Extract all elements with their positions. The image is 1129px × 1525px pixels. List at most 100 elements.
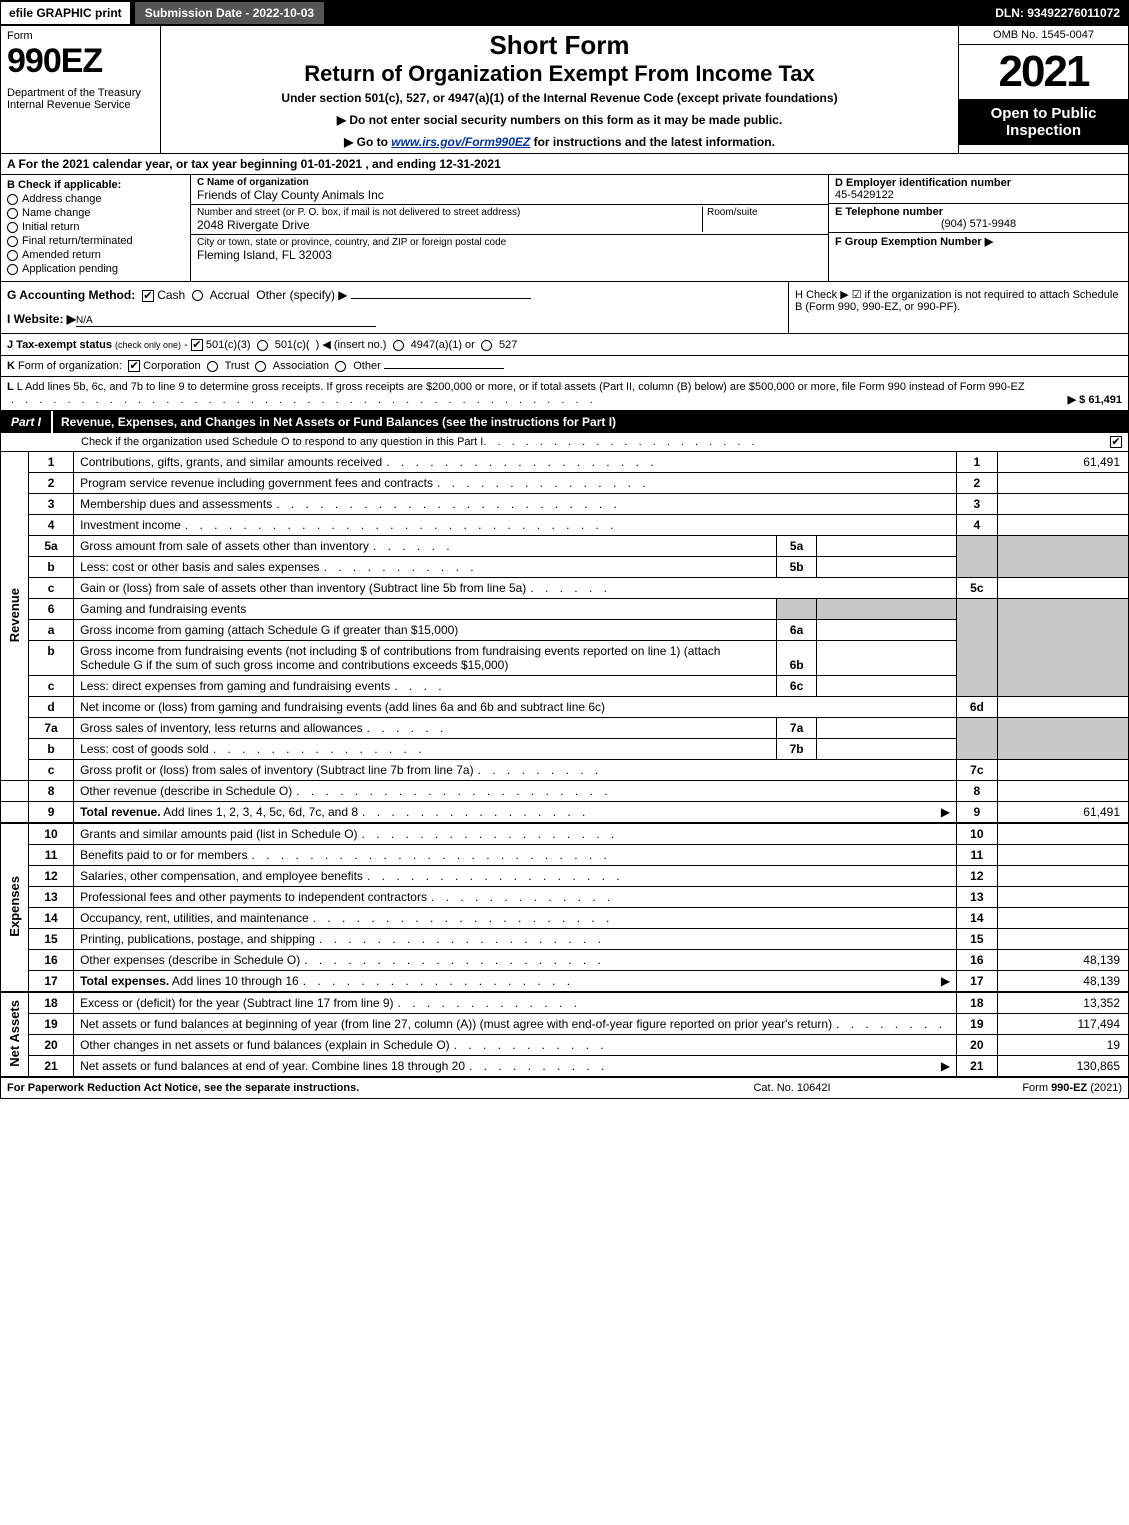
part-1-title: Revenue, Expenses, and Changes in Net As… xyxy=(53,411,1128,433)
line-6c: Less: direct expenses from gaming and fu… xyxy=(74,676,777,697)
chk-final-return[interactable]: Final return/terminated xyxy=(7,235,184,247)
chk-4947[interactable] xyxy=(393,340,404,351)
g-h-row: G Accounting Method: ✔ Cash Accrual Othe… xyxy=(1,281,1128,333)
chk-application-pending[interactable]: Application pending xyxy=(7,263,184,275)
part-1-label: Part I xyxy=(1,411,53,433)
top-bar: efile GRAPHIC print Submission Date - 20… xyxy=(1,1,1128,25)
line-12: Salaries, other compensation, and employ… xyxy=(74,866,957,887)
header-center: Short Form Return of Organization Exempt… xyxy=(161,26,958,153)
line-k: K Form of organization: ✔ Corporation Tr… xyxy=(1,355,1128,376)
chk-amended-return[interactable]: Amended return xyxy=(7,249,184,261)
chk-other-org[interactable] xyxy=(335,361,346,372)
chk-cash[interactable]: ✔ xyxy=(142,290,154,302)
form-header: Form 990EZ Department of the Treasury In… xyxy=(1,25,1128,153)
e-label: E Telephone number xyxy=(835,206,1122,218)
f-group-row: F Group Exemption Number ▶ xyxy=(829,233,1128,281)
line-19: Net assets or fund balances at beginning… xyxy=(74,1014,957,1035)
line-18: Excess or (deficit) for the year (Subtra… xyxy=(74,992,957,1014)
line-l-text: L Add lines 5b, 6c, and 7b to line 9 to … xyxy=(17,381,1025,393)
section-d-e-f: D Employer identification number 45-5429… xyxy=(828,175,1128,281)
val-7b xyxy=(817,739,957,760)
subtitle: Under section 501(c), 527, or 4947(a)(1)… xyxy=(169,91,950,105)
form-page: efile GRAPHIC print Submission Date - 20… xyxy=(0,0,1129,1099)
line-6a: Gross income from gaming (attach Schedul… xyxy=(74,620,777,641)
line-6b: Gross income from fundraising events (no… xyxy=(74,641,777,676)
line-6: Gaming and fundraising events xyxy=(74,599,777,620)
title-return: Return of Organization Exempt From Incom… xyxy=(169,61,950,87)
line-a: A For the 2021 calendar year, or tax yea… xyxy=(1,153,1128,174)
line-13: Professional fees and other payments to … xyxy=(74,887,957,908)
header-right: OMB No. 1545-0047 2021 Open to Public In… xyxy=(958,26,1128,153)
phone-value: (904) 571-9948 xyxy=(835,218,1122,230)
submission-date: Submission Date - 2022-10-03 xyxy=(134,1,325,25)
line-21: Net assets or fund balances at end of ye… xyxy=(74,1056,957,1077)
page-footer: For Paperwork Reduction Act Notice, see … xyxy=(1,1076,1128,1098)
section-b: B Check if applicable: Address change Na… xyxy=(1,175,191,281)
note-link: ▶ Go to www.irs.gov/Form990EZ for instru… xyxy=(169,135,950,149)
chk-schedule-o[interactable]: ✔ xyxy=(1110,436,1122,448)
chk-trust[interactable] xyxy=(207,361,218,372)
line-7a: Gross sales of inventory, less returns a… xyxy=(74,718,777,739)
other-org-field[interactable] xyxy=(384,368,504,369)
i-label: I Website: ▶ xyxy=(7,312,76,326)
addr-label: Number and street (or P. O. box, if mail… xyxy=(197,207,702,218)
c-name-row: C Name of organization Friends of Clay C… xyxy=(191,175,828,205)
form-number: 990EZ xyxy=(7,42,154,81)
val-7a xyxy=(817,718,957,739)
chk-corporation[interactable]: ✔ xyxy=(128,360,140,372)
row-ref: 1 xyxy=(957,452,997,473)
side-net-assets: Net Assets xyxy=(1,992,29,1076)
open-public-inspection: Open to Public Inspection xyxy=(959,99,1128,145)
part-1-header: Part I Revenue, Expenses, and Changes in… xyxy=(1,410,1128,433)
e-phone-row: E Telephone number (904) 571-9948 xyxy=(829,204,1128,233)
val-5a xyxy=(817,536,957,557)
line-g: G Accounting Method: ✔ Cash Accrual Othe… xyxy=(1,282,788,333)
line-17: Total expenses. Add lines 10 through 16.… xyxy=(74,971,957,993)
dln-number: DLN: 93492276011072 xyxy=(987,2,1128,24)
title-short-form: Short Form xyxy=(169,30,950,61)
chk-address-change[interactable]: Address change xyxy=(7,193,184,205)
line-20: Other changes in net assets or fund bala… xyxy=(74,1035,957,1056)
row-num: 1 xyxy=(29,452,74,473)
efile-print-label[interactable]: efile GRAPHIC print xyxy=(1,2,132,24)
website-value: N/A xyxy=(76,315,376,327)
line-l: L L Add lines 5b, 6c, and 7b to line 9 t… xyxy=(1,376,1128,410)
d-label: D Employer identification number xyxy=(835,177,1122,189)
b-label: B Check if applicable: xyxy=(7,179,184,191)
note-ssn: ▶ Do not enter social security numbers o… xyxy=(169,113,950,127)
city-label: City or town, state or province, country… xyxy=(197,237,822,248)
omb-number: OMB No. 1545-0047 xyxy=(959,26,1128,45)
room-label: Room/suite xyxy=(707,207,822,218)
side-revenue: Revenue xyxy=(1,452,29,781)
d-ein-row: D Employer identification number 45-5429… xyxy=(829,175,1128,204)
ein-value: 45-5429122 xyxy=(835,189,1122,201)
irs-link[interactable]: www.irs.gov/Form990EZ xyxy=(391,135,530,149)
footer-catalog: Cat. No. 10642I xyxy=(642,1082,942,1094)
city-state-zip: Fleming Island, FL 32003 xyxy=(197,248,822,262)
line-11: Benefits paid to or for members. . . . .… xyxy=(74,845,957,866)
other-field[interactable] xyxy=(351,298,531,299)
chk-accrual[interactable] xyxy=(192,290,203,301)
line-6d: Net income or (loss) from gaming and fun… xyxy=(74,697,957,718)
chk-527[interactable] xyxy=(481,340,492,351)
line-5a: Gross amount from sale of assets other t… xyxy=(74,536,777,557)
section-b-c-d: B Check if applicable: Address change Na… xyxy=(1,174,1128,281)
org-name: Friends of Clay County Animals Inc xyxy=(197,188,822,202)
line-10: Grants and similar amounts paid (list in… xyxy=(74,823,957,845)
note2-post: for instructions and the latest informat… xyxy=(530,135,775,149)
f-label: F Group Exemption Number ▶ xyxy=(835,235,1122,248)
chk-name-change[interactable]: Name change xyxy=(7,207,184,219)
chk-initial-return[interactable]: Initial return xyxy=(7,221,184,233)
chk-501c[interactable] xyxy=(257,340,268,351)
c-city-row: City or town, state or province, country… xyxy=(191,235,828,264)
header-left: Form 990EZ Department of the Treasury In… xyxy=(1,26,161,153)
val-5b xyxy=(817,557,957,578)
val-6b xyxy=(817,641,957,676)
line-2: Program service revenue including govern… xyxy=(74,473,957,494)
line-5b: Less: cost or other basis and sales expe… xyxy=(74,557,777,578)
line-3: Membership dues and assessments. . . . .… xyxy=(74,494,957,515)
line-5c: Gain or (loss) from sale of assets other… xyxy=(74,578,957,599)
val-6a xyxy=(817,620,957,641)
chk-association[interactable] xyxy=(255,361,266,372)
chk-501c3[interactable]: ✔ xyxy=(191,339,203,351)
